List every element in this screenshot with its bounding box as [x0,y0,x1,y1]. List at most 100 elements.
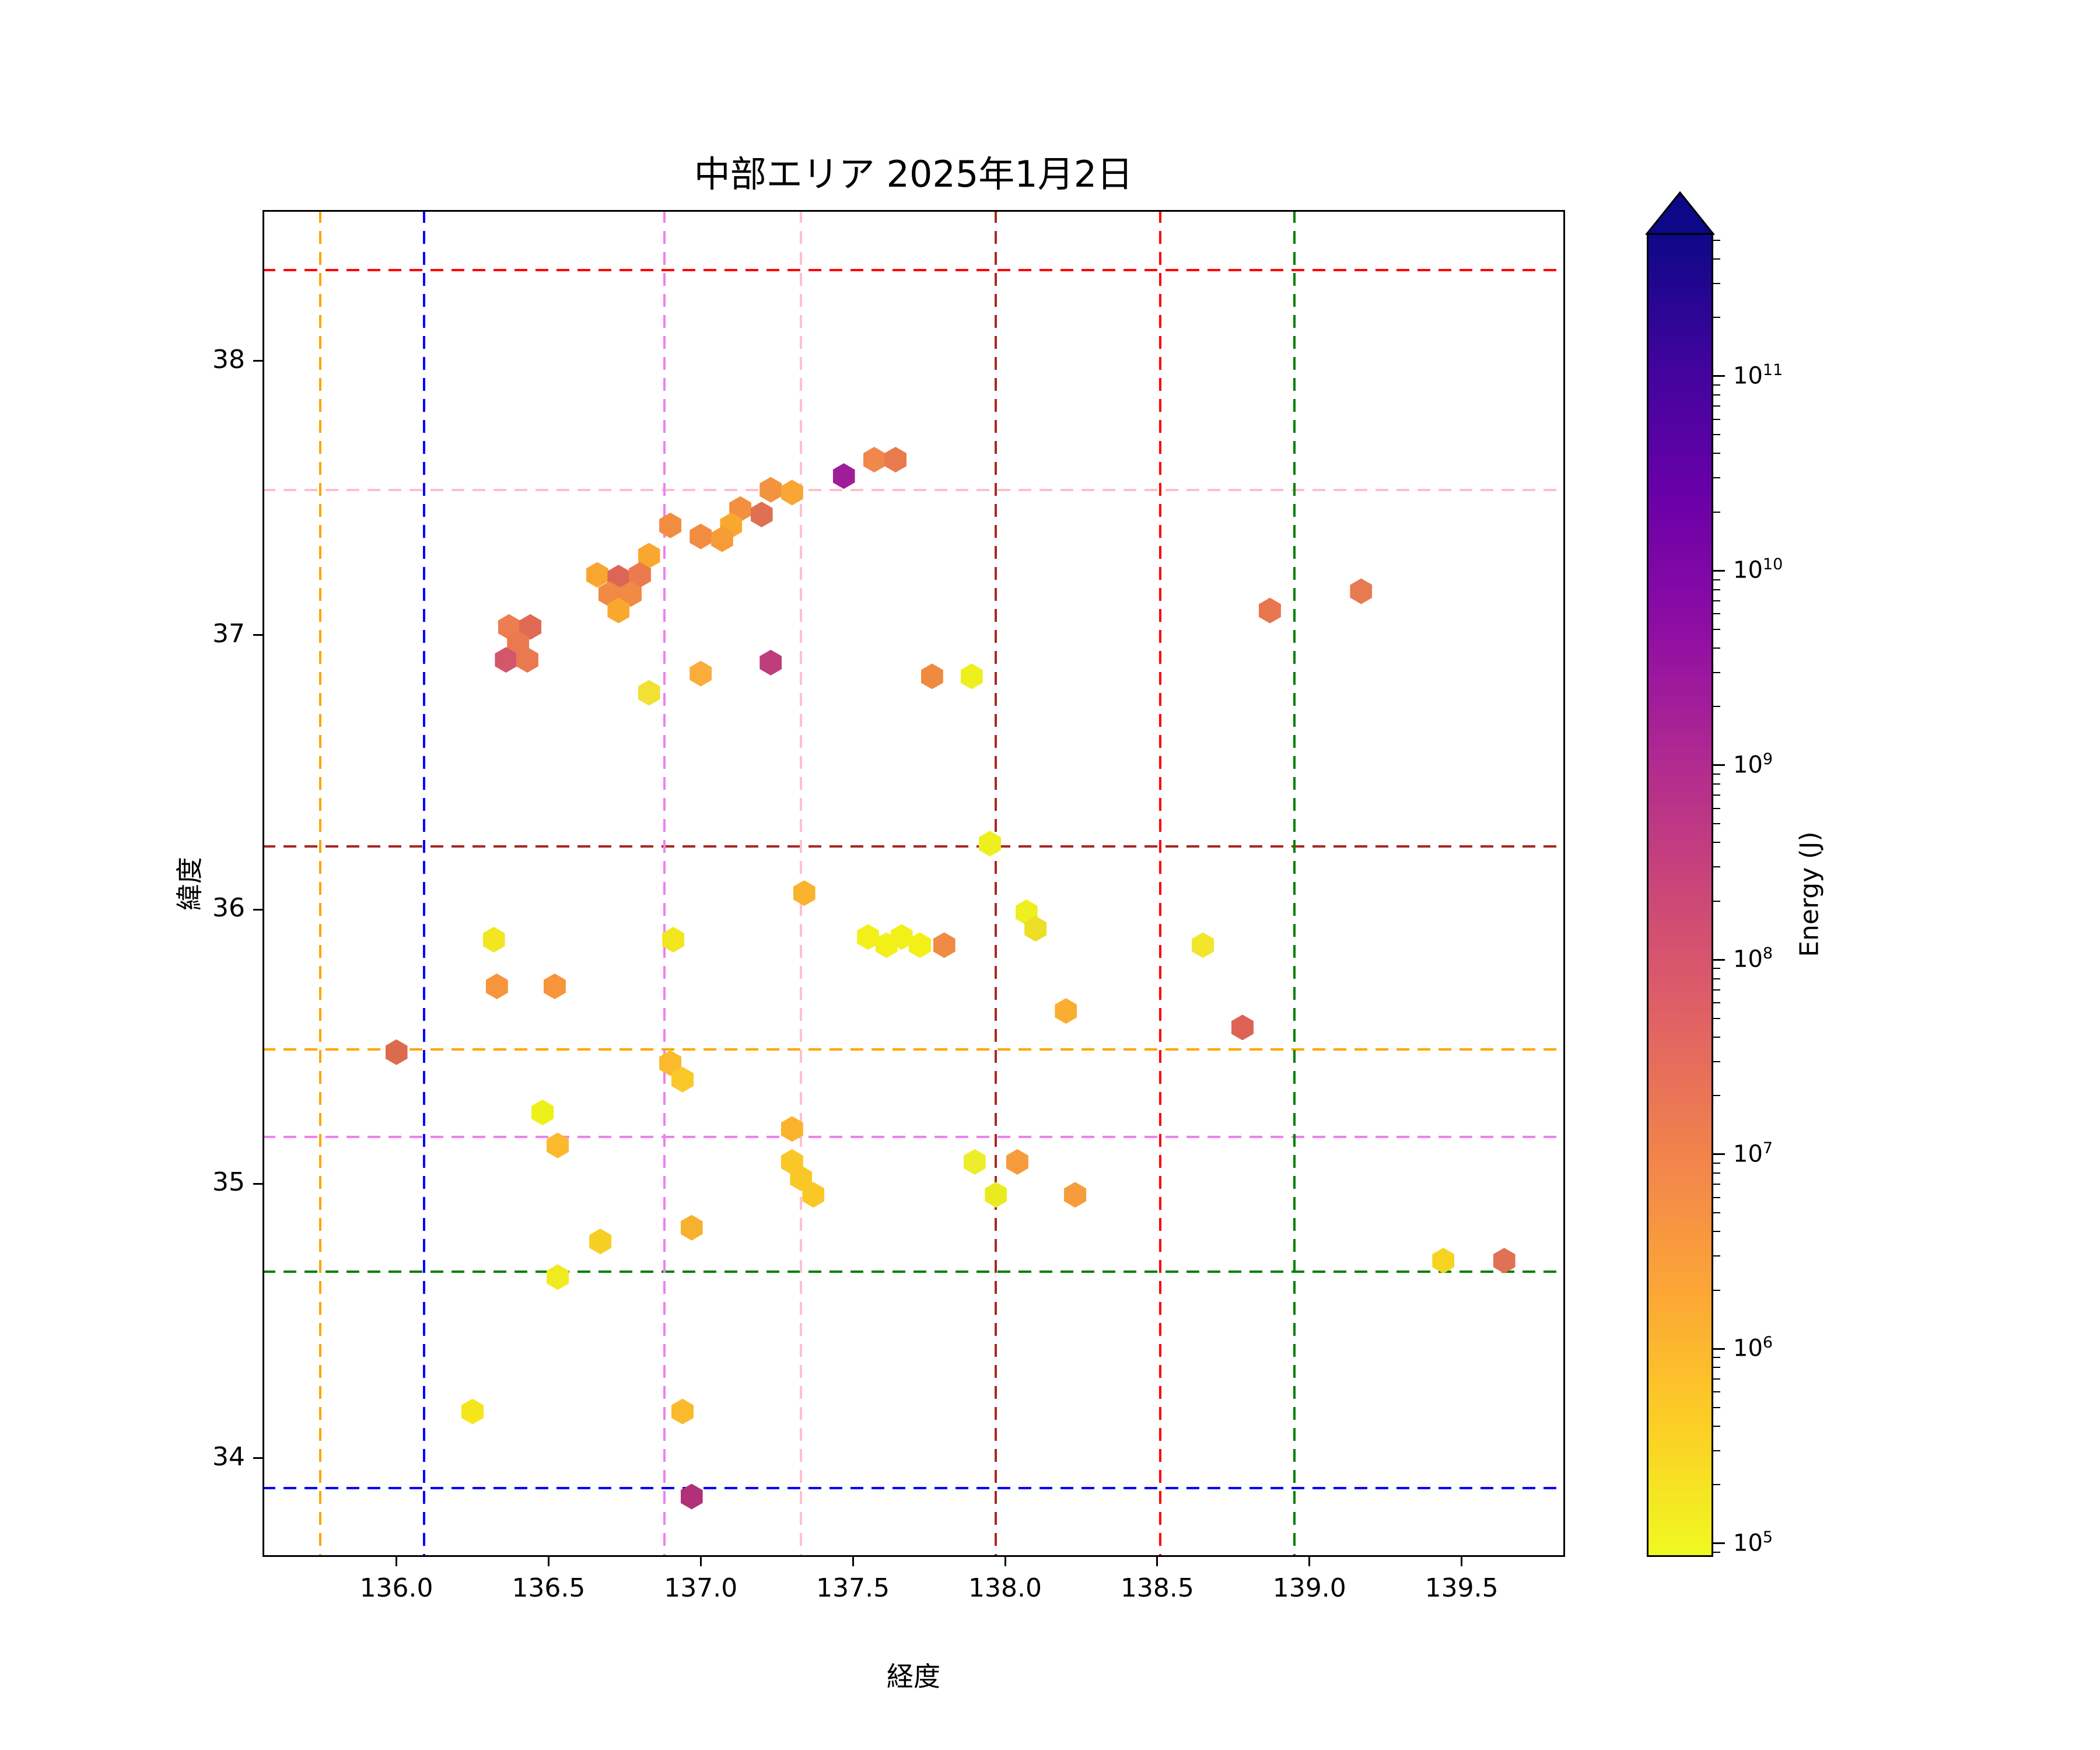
colorbar-tick-minor [1713,1551,1720,1553]
ref-line-v-orange [319,210,322,1557]
ref-line-h-orange [262,1048,1565,1051]
colorbar-tick-minor [1713,579,1720,580]
ref-line-h-red [262,269,1565,272]
colorbar-tick-minor [1713,1095,1720,1097]
x-tick-label: 137.0 [664,1573,738,1603]
colorbar-tick-minor [1713,317,1720,318]
colorbar-tick-minor [1713,1357,1720,1359]
hex-marker [793,880,816,906]
colorbar-tick-minor [1713,258,1720,260]
colorbar-tick-minor [1713,1484,1720,1486]
x-tick-mark [547,1557,550,1566]
colorbar-tick-minor [1713,866,1720,868]
hex-marker [933,932,956,958]
colorbar-tick-minor [1713,511,1720,513]
ref-line-h-violet [262,1136,1565,1139]
colorbar-tick-label: 108 [1733,944,1773,973]
ref-line-v-red [1159,210,1162,1557]
x-tick-mark [1156,1557,1158,1566]
hex-marker [485,973,508,999]
x-tick-label: 137.5 [816,1573,890,1603]
colorbar-tick-label: 1011 [1733,360,1783,390]
colorbar-tick-minor [1713,978,1720,979]
hex-marker [638,680,660,706]
hex-marker [1024,916,1047,942]
x-tick-label: 138.5 [1120,1573,1194,1603]
x-tick-label: 138.0 [968,1573,1042,1603]
colorbar-tick-minor [1713,1017,1720,1019]
colorbar-tick-minor [1713,1255,1720,1257]
x-tick-mark [1461,1557,1463,1566]
colorbar-tick-minor [1713,613,1720,615]
y-tick-label: 37 [212,618,245,649]
y-tick-label: 36 [212,893,245,923]
colorbar-tick-minor [1713,989,1720,991]
ref-line-h-pink [262,488,1565,491]
hex-marker [543,973,566,999]
y-tick-mark [253,1182,262,1185]
colorbar-tick-minor [1713,600,1720,601]
ref-line-h-green [262,1270,1565,1273]
hex-marker [482,926,505,953]
hex-marker [385,1039,408,1065]
hex-marker [750,501,773,527]
hex-marker [863,446,886,473]
hex-marker [495,647,517,673]
colorbar-tick-minor [1713,773,1720,775]
colorbar-tick-label: 105 [1733,1528,1773,1556]
hex-marker [516,647,538,673]
colorbar-tick-minor [1713,282,1720,284]
colorbar-tick-minor [1713,239,1720,241]
colorbar-tick-label: 107 [1733,1139,1773,1168]
hex-marker [1055,998,1077,1024]
ref-line-v-green [1293,210,1296,1557]
hex-marker [780,1116,803,1142]
colorbar-tick-major [1713,1153,1725,1156]
y-tick-mark [253,634,262,636]
colorbar-tick-minor [1713,628,1720,630]
colorbar-tick-minor [1713,405,1720,407]
colorbar-tick-minor [1713,706,1720,708]
y-tick-mark [253,1457,262,1460]
colorbar-tick-minor [1713,1162,1720,1164]
colorbar-tick-minor [1713,418,1720,420]
hex-marker [607,597,630,624]
colorbar-tick-minor [1713,1450,1720,1451]
x-tick-label: 139.0 [1272,1573,1346,1603]
colorbar-tick-minor [1713,842,1720,844]
colorbar-tick-minor [1713,1060,1720,1062]
colorbar-tick-minor [1713,1406,1720,1408]
hex-marker [760,649,782,676]
x-tick-mark [852,1557,854,1566]
chart-title: 中部エリア 2025年1月2日 [694,153,1133,195]
ref-line-v-violet [663,210,666,1557]
colorbar-tick-minor [1713,477,1720,479]
colorbar-tick-minor [1713,1289,1720,1291]
hex-marker [531,1100,554,1126]
ref-line-v-blue [422,210,425,1557]
colorbar-tick-minor [1713,1172,1720,1174]
colorbar-tick-minor [1713,647,1720,649]
colorbar-tick-minor [1713,384,1720,386]
hex-marker [659,512,682,538]
colorbar-tick-minor [1713,1378,1720,1380]
y-tick-label: 38 [212,344,245,374]
colorbar-tick-label: 1010 [1733,555,1783,584]
colorbar-tick-major [1713,1348,1725,1350]
colorbar-tick-major [1713,764,1725,766]
colorbar-tick-major [1713,375,1725,377]
hex-marker [760,477,782,503]
x-tick-label: 136.0 [359,1573,433,1603]
hex-marker [690,660,712,687]
colorbar-tick-minor [1713,1212,1720,1214]
colorbar-tick-minor [1713,968,1720,970]
colorbar-tick-minor [1713,1367,1720,1368]
colorbar-tick-minor [1713,783,1720,785]
colorbar-tick-minor [1713,453,1720,454]
y-tick-label: 35 [212,1167,245,1198]
colorbar-tick-minor [1713,671,1720,673]
hex-marker [1006,1149,1028,1175]
